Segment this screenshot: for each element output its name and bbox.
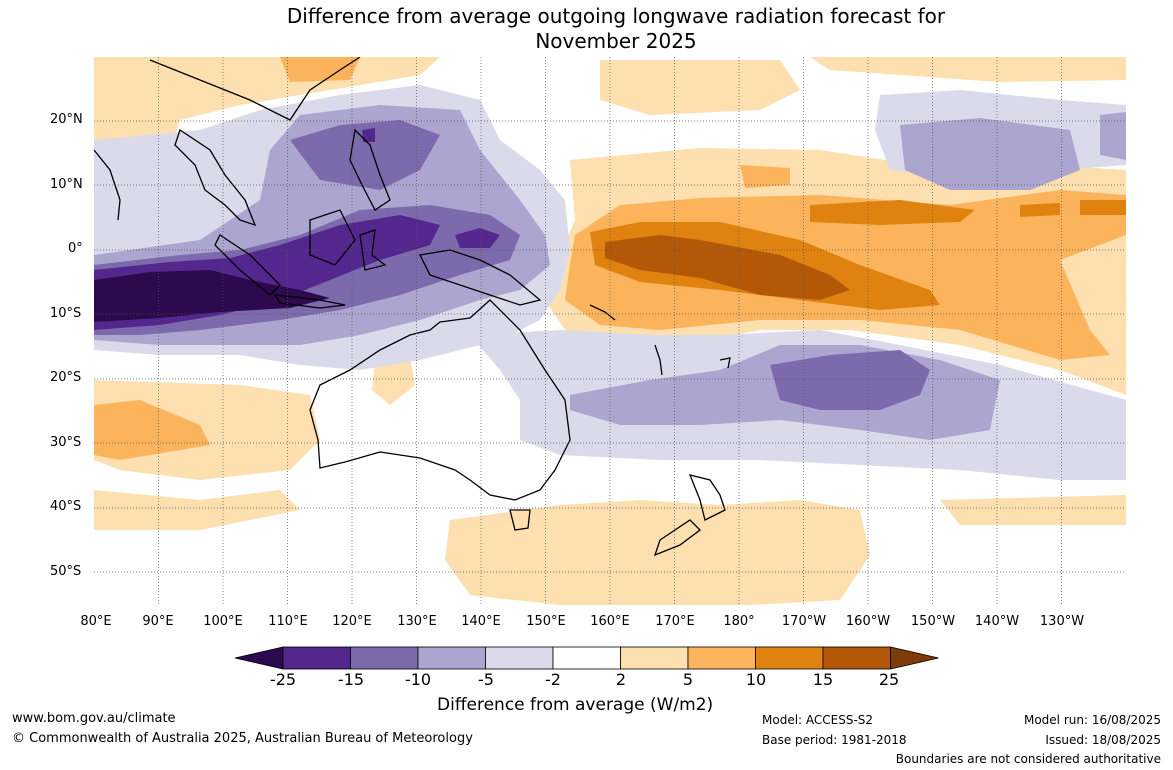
colorbar-segment <box>822 646 891 670</box>
model-run-text: Model run: 16/08/2025 <box>1023 713 1161 727</box>
lat-label-50s: 50°S <box>50 564 82 579</box>
positive-anomaly-pacific-far-east2 <box>1080 200 1126 215</box>
colorbar-segment <box>552 646 621 670</box>
sumatra-coastline <box>214 234 281 296</box>
negative-anomaly-north-pacific-mid <box>900 118 1080 190</box>
lon-label-160e: 160°E <box>590 614 630 629</box>
negative-anomaly-new-guinea <box>455 228 500 248</box>
colorbar-tick: -15 <box>337 670 365 689</box>
lon-label-80e: 80°E <box>80 614 112 629</box>
disclaimer-text: Boundaries are not considered authoritat… <box>895 752 1161 766</box>
positive-anomaly-australia-west <box>372 358 415 405</box>
positive-anomaly-pacific-east-band <box>810 200 975 225</box>
colorbar-segment <box>350 646 419 670</box>
positive-anomaly-tasman <box>445 500 870 605</box>
colorbar-tick: -5 <box>478 670 494 689</box>
lon-label-110e: 110°E <box>268 614 308 629</box>
lon-label-150w: 150°W <box>910 614 956 629</box>
website-link[interactable]: www.bom.gov.au/climate <box>12 711 176 726</box>
colorbar-tick: 2 <box>615 670 627 689</box>
lon-label-100e: 100°E <box>203 614 243 629</box>
colorbar-tick: -2 <box>545 670 561 689</box>
borneo-coastline <box>309 209 356 266</box>
colorbar-segment <box>620 646 689 670</box>
lat-label-10n: 10°N <box>50 177 83 192</box>
new-zealand-south-coastline <box>653 519 701 557</box>
lat-label-20n: 20°N <box>50 112 83 127</box>
negative-anomaly-north-pacific-east-mid <box>1100 112 1126 160</box>
positive-anomaly-pacific-max <box>605 235 850 300</box>
colorbar-extend-max <box>890 646 939 670</box>
china-coastline <box>149 57 361 121</box>
colorbar <box>234 646 939 670</box>
colorbar-tick: 10 <box>745 670 767 689</box>
colorbar-tick: 5 <box>682 670 694 689</box>
positive-anomaly-north-pacific-small <box>740 165 790 188</box>
graticule <box>94 57 1126 605</box>
indochina-coastline <box>174 128 257 227</box>
fiji-coastline <box>719 357 731 369</box>
lon-label-130e: 130°E <box>397 614 437 629</box>
new-guinea-coastline <box>419 249 542 306</box>
tasmania-coastline <box>509 509 531 531</box>
australia-coastline <box>309 299 571 501</box>
lon-label-90e: 90°E <box>142 614 174 629</box>
negative-anomaly-south-pacific-core <box>770 350 930 410</box>
lat-label-20s: 20°S <box>50 370 82 385</box>
java-coastline <box>273 294 346 309</box>
negative-anomaly-indian-ocean-max <box>94 270 330 322</box>
lon-label-120e: 120°E <box>332 614 372 629</box>
map-title: Difference from average outgoing longwav… <box>0 4 1173 54</box>
colorbar-tick: -10 <box>404 670 432 689</box>
anomaly-field <box>94 57 1126 605</box>
lat-label-10s: 10°S <box>50 306 82 321</box>
negative-anomaly-luzon <box>362 128 375 142</box>
positive-anomaly-north-pacific <box>600 60 800 115</box>
positive-anomaly-far-south-east <box>940 495 1126 525</box>
positive-anomaly-south-west <box>94 490 300 530</box>
colorbar-tick: 25 <box>878 670 900 689</box>
colorbar-tick: -25 <box>269 670 297 689</box>
lon-label-130w: 130°W <box>1039 614 1085 629</box>
copyright-text: © Commonwealth of Australia 2025, Austra… <box>12 731 473 746</box>
lat-label-40s: 40°S <box>50 499 82 514</box>
model-text: Model: ACCESS-S2 <box>762 713 874 727</box>
new-zealand-north-coastline <box>688 474 726 521</box>
colorbar-title: Difference from average (W/m2) <box>437 695 714 715</box>
lon-label-180: 180° <box>723 614 755 629</box>
colorbar-segment <box>282 646 351 670</box>
lat-label-0: 0° <box>68 241 83 256</box>
vanuatu-coastline <box>654 344 663 376</box>
lon-label-170e: 170°E <box>655 614 695 629</box>
lon-label-170w: 170°W <box>781 614 827 629</box>
philippines-coastline <box>349 128 391 211</box>
issued-text: Issued: 18/08/2025 <box>1045 733 1161 747</box>
positive-anomaly-pacific-far-east <box>1020 203 1060 217</box>
sulawesi-coastline <box>359 229 387 271</box>
map-title-line2: November 2025 <box>535 29 697 53</box>
negative-anomaly-philippines <box>290 120 440 190</box>
lon-label-140w: 140°W <box>974 614 1020 629</box>
solomon-islands-coastline <box>589 304 616 321</box>
colorbar-segment <box>417 646 486 670</box>
colorbar-extend-min <box>234 646 284 670</box>
colorbar-segment <box>687 646 756 670</box>
lon-label-150e: 150°E <box>526 614 566 629</box>
coastlines <box>94 57 731 557</box>
colorbar-tick: 15 <box>812 670 834 689</box>
positive-anomaly-north-band <box>94 57 440 200</box>
lon-label-140e: 140°E <box>461 614 501 629</box>
colorbar-segment <box>755 646 824 670</box>
lat-label-30s: 30°S <box>50 435 82 450</box>
positive-anomaly-north-pacific-east <box>810 57 1126 82</box>
base-period-text: Base period: 1981-2018 <box>762 733 907 747</box>
positive-anomaly-north-philippines <box>280 57 360 82</box>
colorbar-segment <box>485 646 554 670</box>
lon-label-160w: 160°W <box>845 614 891 629</box>
positive-anomaly-south-indian-inner <box>94 400 210 460</box>
map-title-line1: Difference from average outgoing longwav… <box>286 4 946 28</box>
